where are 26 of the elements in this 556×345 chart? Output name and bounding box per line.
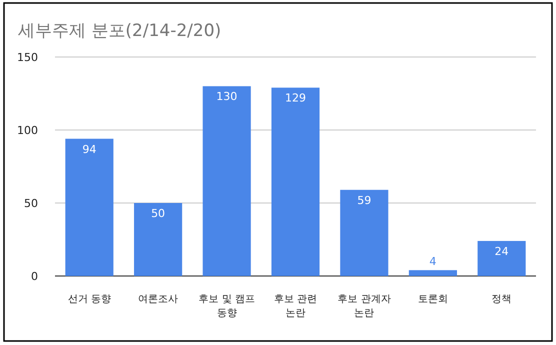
chart-title: 세부주제 분포(2/14-2/20) [18,21,222,41]
bar [202,86,251,276]
data-label: 94 [82,142,96,156]
data-label: 24 [494,244,509,258]
x-tick-label: 후보 및 캠프 동향 [198,294,255,319]
x-tick-label: 정책 [492,294,512,305]
x-tick-label: 후보 관계자 논란 [338,294,391,319]
y-tick-label: 150 [17,51,38,64]
data-label: 4 [429,255,436,268]
bar [65,138,114,276]
y-tick-label: 0 [31,270,38,283]
data-label: 59 [357,194,372,207]
x-tick-label: 여론조사 [138,294,178,305]
bar [134,203,182,276]
y-tick-label: 100 [17,124,38,137]
y-tick-label: 50 [24,197,38,210]
data-label: 129 [285,92,306,105]
bar [340,190,388,276]
bar [271,88,320,276]
data-label: 130 [216,90,238,104]
x-tick-label: 후보 관련 논란 [274,294,318,319]
data-label: 50 [151,207,166,220]
bar [478,240,526,276]
x-tick-label: 토론회 [418,294,448,305]
bar [408,270,457,276]
x-tick-label: 선거 동향 [68,294,111,305]
